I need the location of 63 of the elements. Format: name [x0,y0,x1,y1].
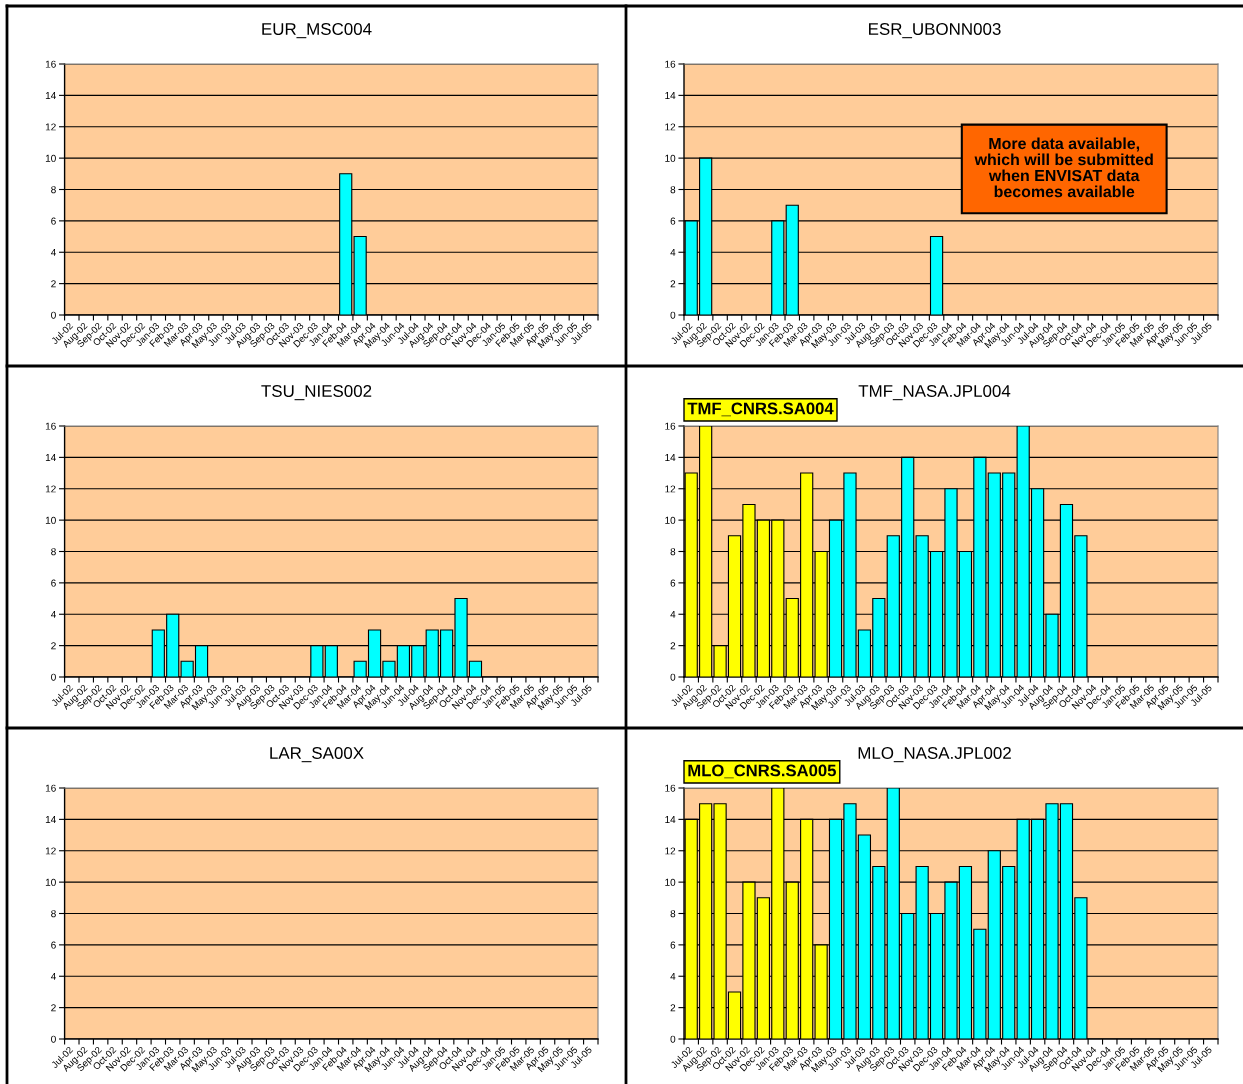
y-tick-label: 6 [51,217,56,225]
y-tick-label: 16 [45,784,56,792]
y-tick-label: 8 [51,910,56,918]
y-tick-label: 4 [670,610,676,618]
y-tick-label: 0 [670,1035,676,1043]
chart-title: EUR_MSC004 [262,23,372,39]
y-tick-label: 6 [670,941,676,949]
chart-title: ESR_UBONN003 [869,23,1001,39]
y-tick-label: 12 [665,123,676,131]
y-tick-label: 12 [665,847,676,855]
y-tick-label: 16 [45,422,56,430]
y-tick-label: 6 [670,579,676,587]
y-tick-label: 4 [670,972,676,980]
y-tick-label: 0 [51,1035,56,1043]
y-tick-label: 6 [670,217,676,225]
chart-title: MLO_NASA.JPL002 [858,747,1011,763]
y-tick-label: 4 [50,610,56,618]
y-tick-label: 10 [45,878,56,886]
y-tick-label: 8 [51,548,56,556]
y-tick-label: 8 [51,186,56,194]
y-tick-label: 14 [665,816,676,823]
y-tick-label: 10 [665,878,676,886]
y-tick-label: 2 [670,280,676,288]
y-tick-label: 10 [45,154,56,162]
y-tick-label: 14 [45,816,56,823]
y-tick-label: 4 [50,248,56,256]
annotation: More data available, which will be submitted when ENVISAT data becomes available [974,137,1153,198]
y-tick-label: 0 [670,311,676,319]
y-tick-label: 4 [50,972,56,980]
y-tick-label: 8 [670,548,676,556]
series-label: MLO_CNRS.SA005 [688,764,836,779]
y-tick-label: 8 [670,910,676,918]
chart-title: TMF_NASA.JPL004 [858,385,1011,401]
y-tick-label: 12 [665,485,676,493]
y-tick-label: 2 [670,1004,676,1012]
y-tick-label: 12 [45,485,56,493]
y-tick-label: 14 [665,454,676,461]
y-tick-label: 12 [45,847,56,855]
y-tick-label: 10 [665,516,676,524]
y-tick-label: 2 [51,280,56,288]
y-tick-label: 8 [670,186,676,194]
y-tick-label: 16 [665,60,676,68]
y-tick-label: 0 [670,673,676,681]
y-tick-label: 0 [51,673,56,681]
y-tick-label: 14 [665,92,676,99]
y-tick-label: 10 [665,154,676,162]
chart-title: TSU_NIES002 [261,385,372,401]
series-label: TMF_CNRS.SA004 [687,402,834,417]
y-tick-label: 6 [51,941,56,949]
y-tick-label: 2 [51,1004,56,1012]
y-tick-label: 14 [45,454,56,461]
y-tick-label: 6 [51,579,56,587]
y-tick-label: 16 [665,784,676,792]
y-tick-label: 16 [45,60,56,68]
y-tick-label: 14 [45,92,56,99]
y-tick-label: 16 [665,422,676,430]
y-tick-label: 2 [670,642,676,650]
y-tick-label: 12 [45,123,56,131]
y-tick-label: 0 [51,311,56,319]
chart-title: LAR_SA00X [270,747,364,763]
y-tick-label: 10 [45,516,56,524]
y-tick-label: 4 [670,248,676,256]
y-tick-label: 2 [51,642,56,650]
